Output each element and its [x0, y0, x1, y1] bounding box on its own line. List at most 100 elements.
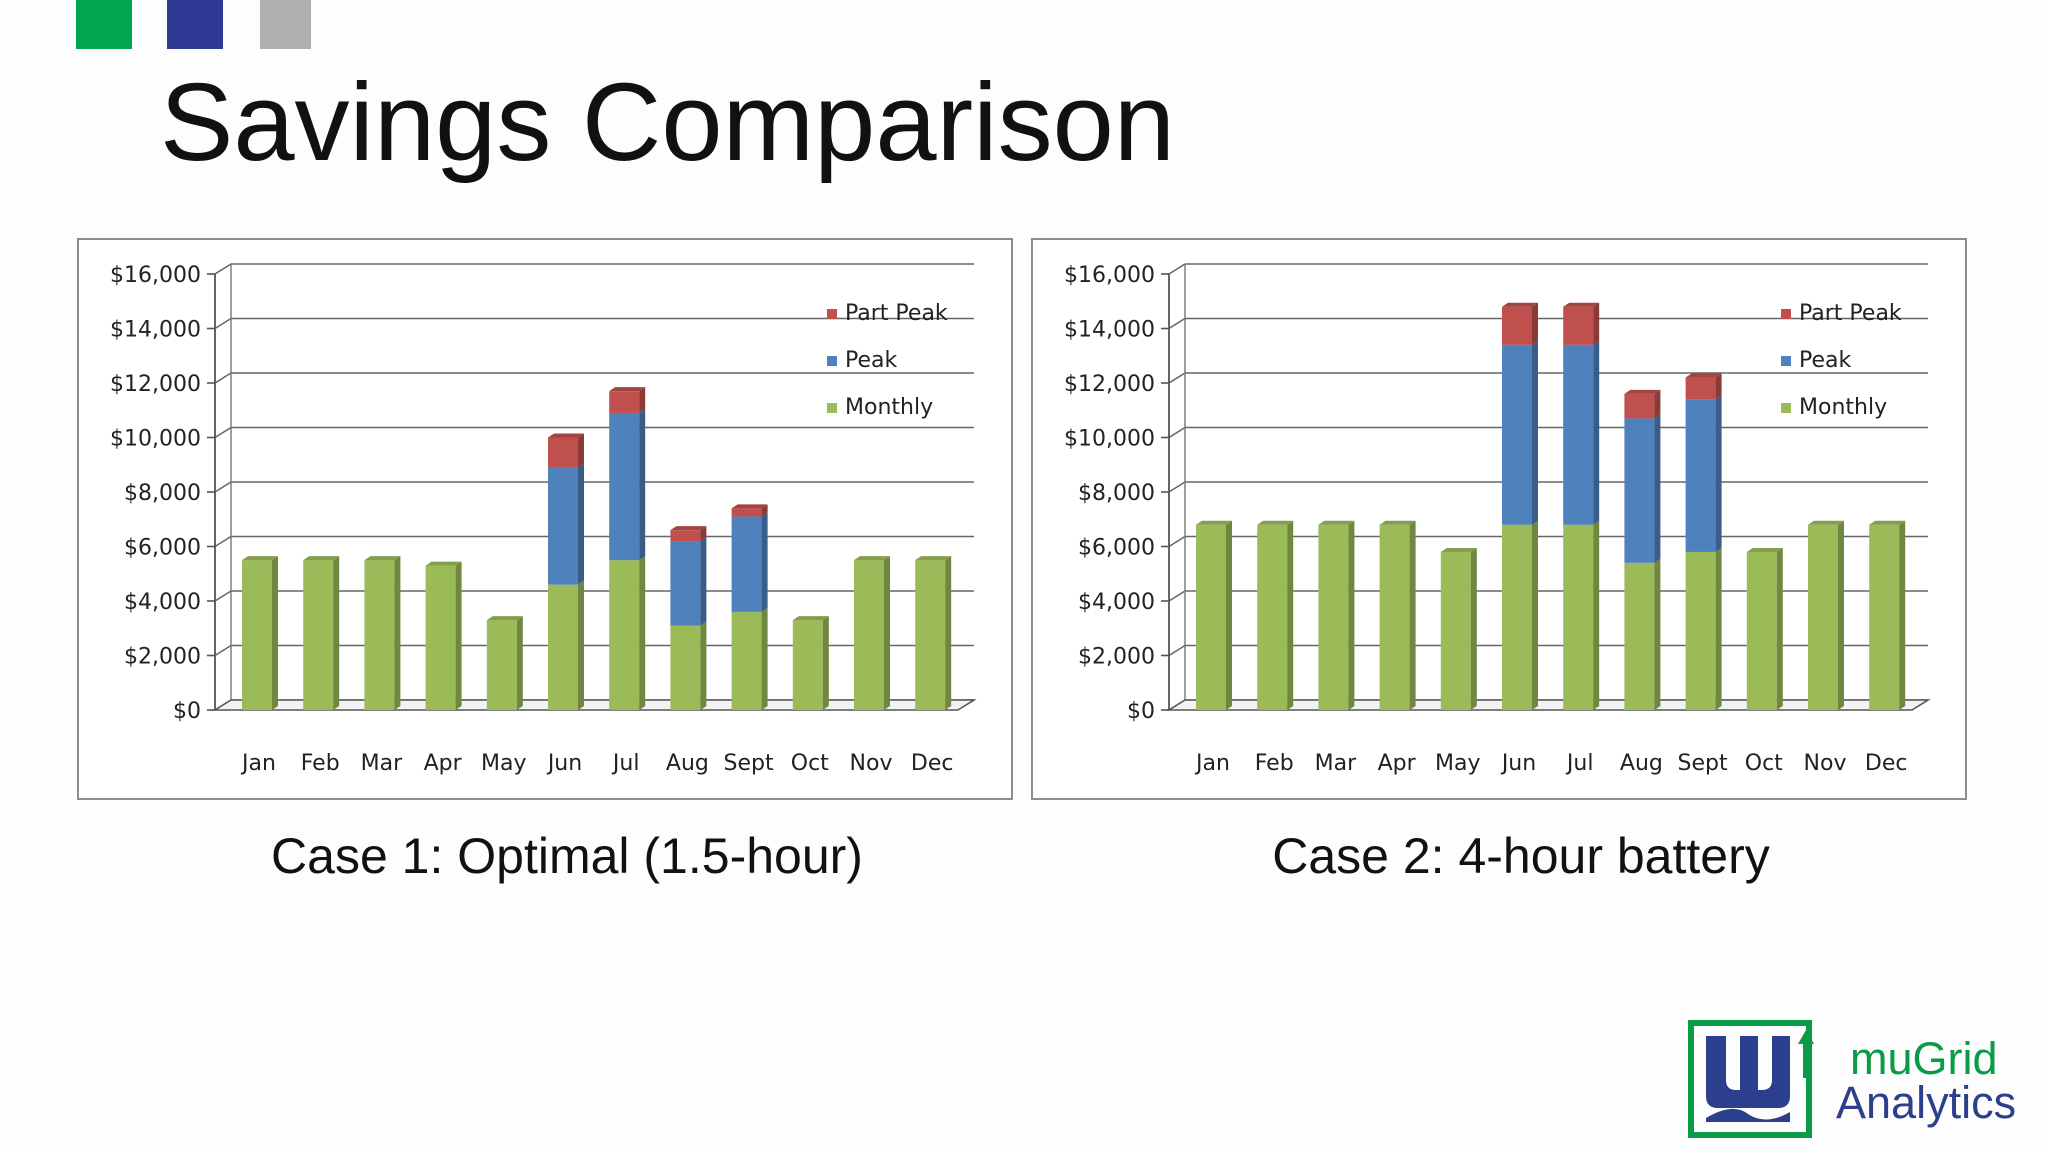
x-tick-label-aug: Aug — [666, 751, 709, 776]
brand-name-line-1: muGrid — [1850, 1033, 1998, 1084]
caption-case-1: Case 1: Optimal (1.5-hour) — [271, 828, 863, 884]
y-tick-label: $2,000 — [1078, 645, 1155, 670]
y-tick-label: $4,000 — [1078, 590, 1155, 615]
x-tick-label-sept: Sept — [1678, 751, 1728, 776]
bar-top — [609, 387, 646, 392]
bar-part-peak — [1563, 306, 1594, 345]
x-tick-label-may: May — [481, 751, 526, 776]
bar-side — [1776, 547, 1783, 710]
bar-stack-jan — [1196, 520, 1232, 710]
bar-stack-jul — [1563, 302, 1600, 710]
y-tick-label: $12,000 — [110, 372, 201, 397]
bar-top — [1318, 520, 1355, 525]
bar-top — [242, 556, 278, 561]
y-tick-label: $8,000 — [1078, 481, 1155, 506]
bar-monthly — [1318, 524, 1349, 710]
bar-stack-mar — [1318, 520, 1355, 710]
y-tick-label: $12,000 — [1064, 372, 1155, 397]
x-tick-label-oct: Oct — [791, 751, 829, 776]
bar-side — [578, 463, 584, 585]
bar-monthly — [303, 560, 334, 710]
x-tick-label-jun: Jun — [1500, 751, 1536, 776]
chart-case-1: $0 $2,000 $4,000 $6,000 $8,000 $10,000 $12,000… — [110, 263, 977, 776]
bar-top — [792, 616, 829, 621]
bar-monthly — [1563, 524, 1594, 710]
bar-side — [1654, 389, 1661, 419]
accent-square-blue — [167, 0, 223, 49]
bar-monthly — [1502, 524, 1532, 710]
bar-peak — [609, 412, 640, 561]
bar-stack-nov — [1808, 520, 1844, 710]
bar-stack-nov — [854, 556, 890, 710]
bar-stack-feb — [303, 556, 340, 710]
legend-label-peak: Peak — [1799, 348, 1851, 373]
legend-label-monthly: Monthly — [845, 395, 933, 420]
bar-side — [578, 433, 584, 468]
brand-name-line-2: Analytics — [1836, 1077, 2017, 1128]
gridline-depth — [214, 535, 232, 548]
y-tick-label: $16,000 — [1064, 263, 1155, 288]
gridline-depth — [214, 372, 232, 384]
bar-monthly — [425, 565, 456, 710]
legend-swatch-part-peak — [1781, 309, 1791, 319]
bar-top — [1808, 520, 1844, 525]
bar-top — [1440, 547, 1477, 552]
gridline-depth — [214, 263, 232, 275]
bar-monthly — [242, 560, 272, 710]
bar-stack-jul — [609, 387, 646, 710]
bar-top — [1624, 389, 1661, 394]
y-tick-label: $2,000 — [124, 645, 201, 670]
x-tick-label-aug: Aug — [1620, 751, 1663, 776]
bar-stack-jun — [1502, 302, 1538, 710]
gridline-depth — [1168, 317, 1186, 330]
bar-side — [639, 556, 646, 710]
bar-side — [1593, 340, 1600, 525]
bar-part-peak — [548, 437, 578, 468]
bar-side — [639, 387, 646, 413]
bar-stack-feb — [1257, 520, 1294, 710]
bar-stack-aug — [1624, 389, 1661, 710]
legend-label-part-peak: Part Peak — [1799, 301, 1902, 326]
bar-top — [1257, 520, 1294, 525]
bar-side — [1226, 520, 1232, 710]
gridline-depth — [214, 644, 232, 657]
x-tick-label-may: May — [1435, 751, 1480, 776]
gridline-depth — [214, 590, 232, 602]
bar-side — [1838, 520, 1844, 710]
legend-swatch-peak — [827, 356, 837, 366]
mugrid-logo: muGrid Analytics — [1688, 1018, 2038, 1146]
bar-top — [1563, 302, 1600, 307]
x-tick-label-apr: Apr — [1378, 751, 1417, 776]
x-tick-label-mar: Mar — [1315, 751, 1357, 776]
y-tick-label: $0 — [173, 699, 201, 724]
bar-monthly — [364, 560, 395, 710]
bar-monthly — [548, 584, 578, 710]
bar-side — [516, 616, 523, 710]
x-tick-label-nov: Nov — [850, 751, 893, 776]
bar-top — [425, 561, 462, 566]
bar-side — [822, 616, 829, 710]
bar-part-peak — [1502, 306, 1532, 345]
bar-stack-dec — [1869, 520, 1906, 710]
x-tick-label-oct: Oct — [1745, 751, 1783, 776]
bar-monthly — [1440, 551, 1471, 710]
bar-side — [1654, 414, 1661, 563]
chart-floor — [1166, 699, 1931, 711]
bar-monthly — [486, 620, 517, 710]
bar-side — [455, 561, 462, 710]
legend-label-monthly: Monthly — [1799, 395, 1887, 420]
bar-monthly — [670, 625, 701, 710]
bar-top — [548, 433, 584, 438]
bar-side — [1348, 520, 1355, 710]
bar-side — [333, 556, 340, 710]
bar-side — [761, 607, 768, 710]
gridline-depth — [1168, 372, 1186, 384]
y-tick-label: $8,000 — [124, 481, 201, 506]
legend-swatch-peak — [1781, 356, 1791, 366]
gridline-depth — [214, 481, 232, 493]
bar-monthly — [1808, 524, 1838, 710]
bar-side — [1593, 302, 1600, 345]
legend: Part Peak Peak Monthly — [827, 301, 948, 420]
bar-side — [1287, 520, 1294, 710]
bar-side — [1654, 558, 1661, 710]
